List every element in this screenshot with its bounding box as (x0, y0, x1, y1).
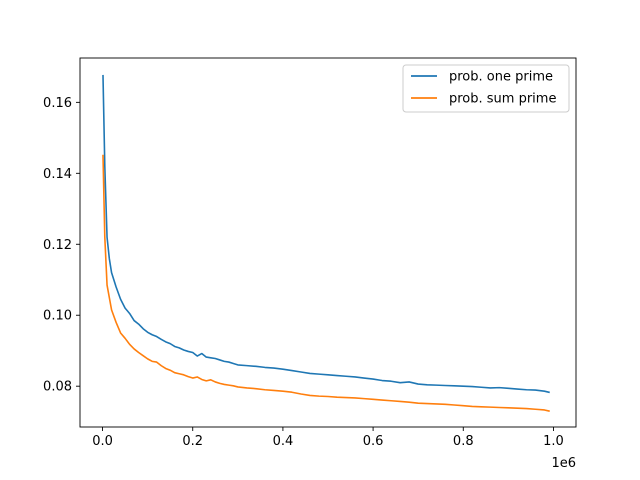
axes-border (79, 57, 577, 428)
x-tick-label: 1.0 (543, 434, 564, 449)
x-axis-offset-label: 1e6 (551, 456, 576, 471)
series-line-0 (102, 74, 550, 394)
legend-box (402, 64, 570, 113)
y-tick-label: 0.08 (43, 380, 72, 395)
axes-frame (79, 57, 577, 428)
y-tick-label: 0.14 (43, 167, 72, 182)
series-line-1 (102, 154, 550, 412)
y-tick-label: 0.12 (43, 238, 72, 253)
y-axis: 0.08 0.10 0.12 0.14 0.16 (43, 96, 80, 395)
legend-entry-label: prob. one prime (449, 70, 553, 85)
x-tick-label: 0.4 (273, 434, 294, 449)
x-tick-label: 0.8 (453, 434, 474, 449)
legend: prob. one prime prob. sum prime (402, 64, 570, 113)
y-tick-label: 0.10 (43, 309, 72, 324)
plot-lines (102, 74, 550, 412)
legend-entry-label: prob. sum prime (449, 92, 556, 107)
x-tick-label: 0.0 (92, 434, 113, 449)
x-tick-label: 0.2 (182, 434, 203, 449)
x-axis: 0.0 0.2 0.4 0.6 0.8 1.0 (92, 427, 564, 449)
x-tick-label: 0.6 (363, 434, 384, 449)
y-tick-label: 0.16 (43, 96, 72, 111)
